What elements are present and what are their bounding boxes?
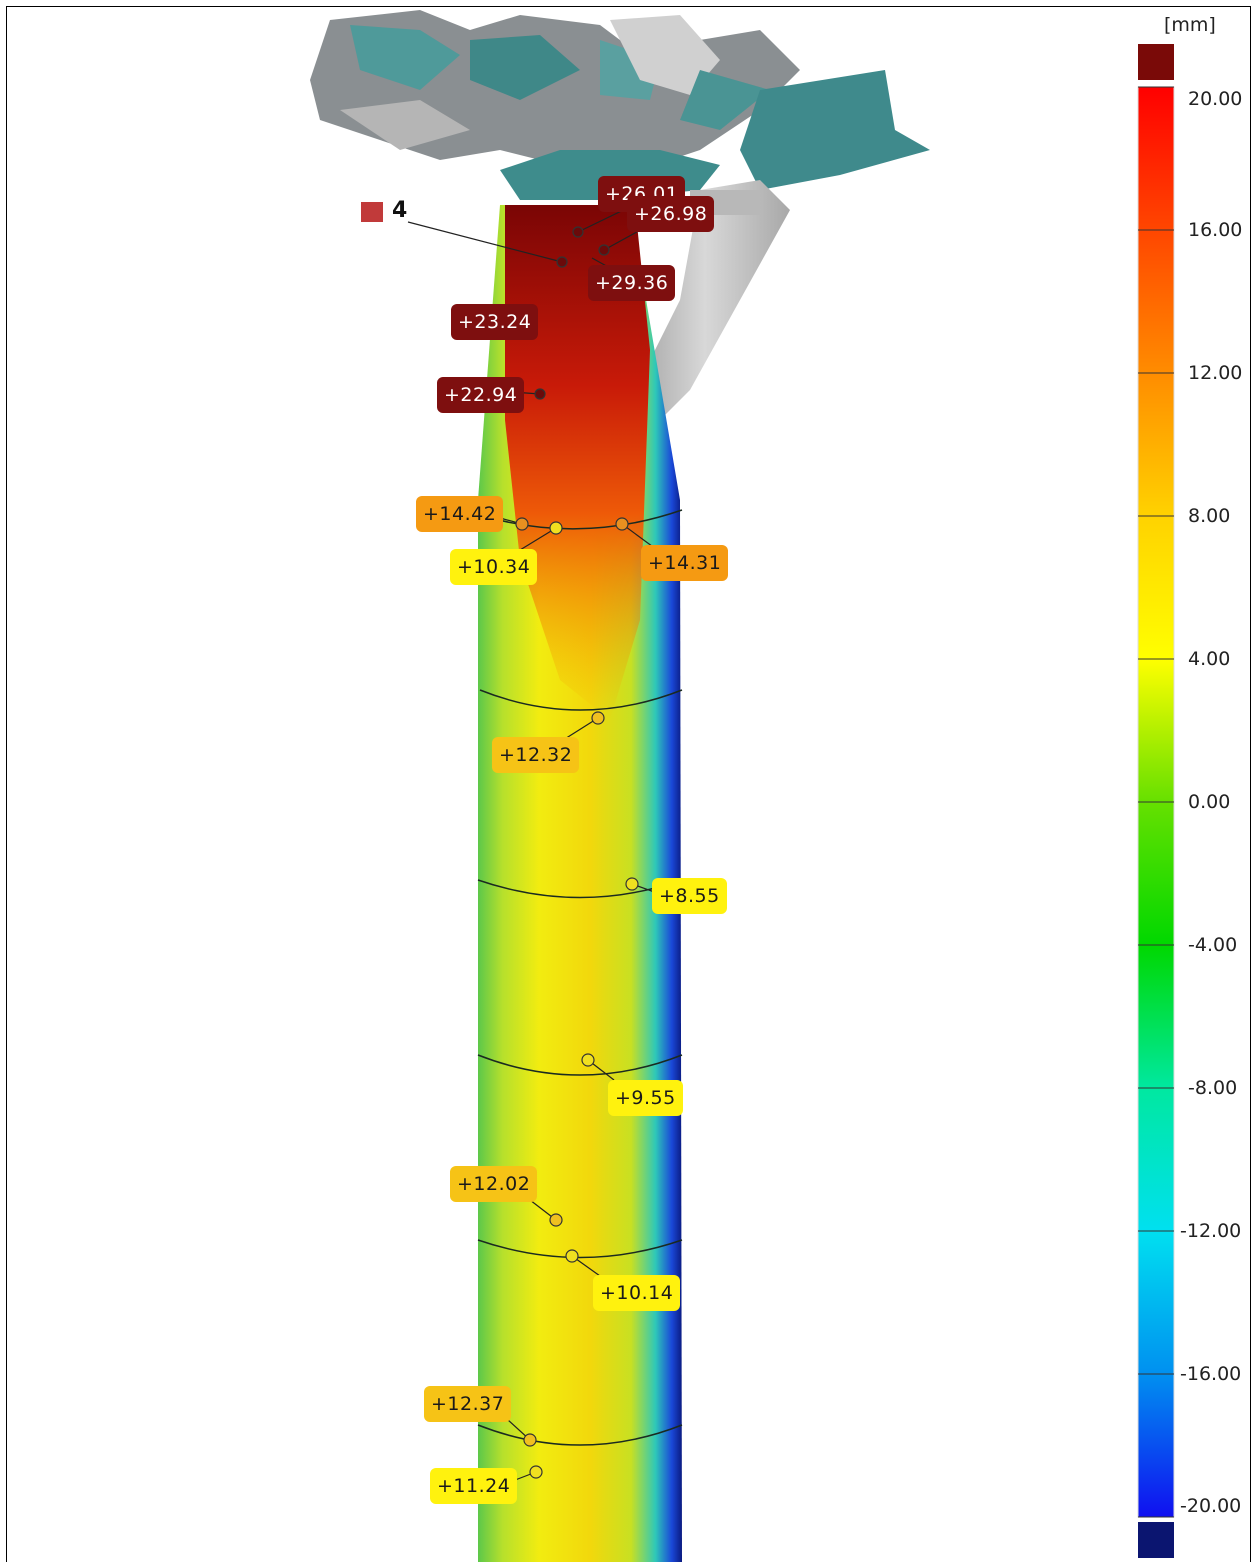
probe-point (625, 877, 639, 891)
measurement-label[interactable]: +12.02 (450, 1166, 538, 1202)
point-cloud-top (310, 10, 800, 200)
probe-point (581, 1053, 595, 1067)
under-range-swatch (1138, 1522, 1174, 1558)
measurement-label[interactable]: +22.94 (437, 377, 525, 413)
probe-point (615, 517, 629, 531)
measurement-label[interactable]: +8.55 (652, 878, 727, 914)
measurement-label[interactable]: +11.24 (430, 1468, 518, 1504)
scale-tick: -4.00 (1188, 934, 1238, 956)
measurement-label[interactable]: +14.42 (416, 496, 504, 532)
probe-point (572, 226, 584, 238)
probe-point (591, 711, 605, 725)
measurement-label[interactable]: +23.24 (451, 304, 539, 340)
probe-points[interactable] (515, 226, 639, 1479)
scale-tick: 0.00 (1188, 791, 1231, 813)
scale-tick: -20.00 (1180, 1495, 1242, 1517)
scale-tick: 16.00 (1188, 219, 1243, 241)
probe-point (534, 388, 546, 400)
scale-tick: 20.00 (1188, 88, 1243, 110)
scale-tick: -12.00 (1180, 1220, 1242, 1242)
measurement-label[interactable]: +9.55 (608, 1080, 683, 1116)
over-range-swatch (1138, 44, 1174, 80)
color-scale (1137, 44, 1175, 1558)
scale-tick: 4.00 (1188, 648, 1231, 670)
probe-point (549, 1213, 563, 1227)
probe-point (565, 1249, 579, 1263)
pole-hot-region (505, 205, 650, 720)
probe-point (549, 521, 563, 535)
viewport-frame (6, 6, 1251, 1562)
measurement-label[interactable]: +12.37 (424, 1386, 512, 1422)
probe-point (523, 1433, 537, 1447)
measurement-label[interactable]: +12.32 (492, 737, 580, 773)
measurement-label[interactable]: +14.31 (641, 545, 729, 581)
section-marker-number[interactable]: 4 (392, 198, 408, 223)
scale-tick: -8.00 (1188, 1077, 1238, 1099)
bracket-arm (740, 70, 930, 190)
scale-tick: 12.00 (1188, 362, 1243, 384)
probe-point (515, 517, 529, 531)
section-marker-icon[interactable] (361, 202, 383, 222)
measurement-label[interactable]: +29.36 (588, 265, 676, 301)
scale-unit: [mm] (1164, 14, 1216, 36)
grey-pipe (620, 180, 790, 440)
probe-point (529, 1465, 543, 1479)
probe-point (556, 256, 568, 268)
measurement-label[interactable]: +10.34 (450, 549, 538, 585)
scale-tick: -16.00 (1180, 1363, 1242, 1385)
scale-tick: 8.00 (1188, 505, 1231, 527)
probe-point (598, 244, 610, 256)
measurement-label[interactable]: +10.14 (593, 1275, 681, 1311)
measurement-label[interactable]: +26.98 (627, 196, 715, 232)
